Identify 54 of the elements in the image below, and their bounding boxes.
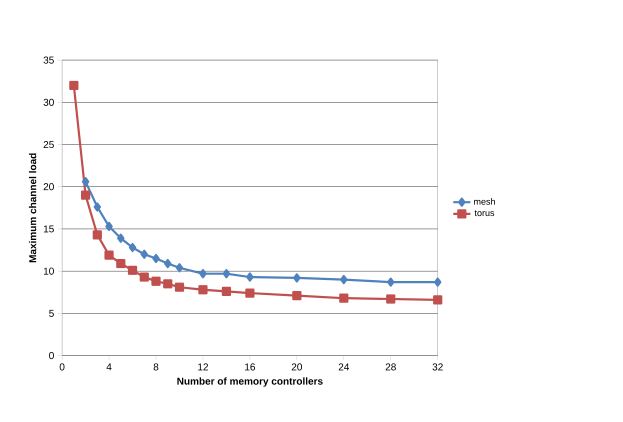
point [128, 266, 138, 276]
y-axis-title: Maximum channel load [28, 154, 36, 262]
x-tick-label: 4 [106, 364, 112, 370]
x-axis-title: Number of memory controllers [177, 378, 323, 387]
point [176, 263, 184, 273]
point [222, 269, 230, 278]
point [433, 295, 442, 305]
point [80, 190, 90, 200]
point [174, 282, 184, 292]
point [434, 278, 442, 287]
point [246, 272, 254, 282]
point [152, 254, 160, 264]
point [222, 286, 232, 296]
y-tick-label: 35 [44, 56, 54, 64]
y-tick-label: 10 [44, 268, 54, 275]
y-tick-label: 5 [49, 310, 54, 318]
y-tick-label: 20 [44, 183, 54, 190]
point [94, 202, 102, 212]
point [245, 288, 255, 298]
x-tick-label: 24 [338, 364, 350, 371]
point [199, 269, 207, 278]
point [198, 285, 208, 294]
legend-label: torus [474, 210, 494, 216]
point [117, 234, 125, 243]
x-tick-label: 16 [245, 364, 256, 371]
point [128, 243, 136, 252]
x-tick-label: 0 [60, 364, 64, 371]
point [140, 250, 148, 260]
y-tick-label: 0 [49, 352, 54, 360]
point [387, 278, 394, 287]
x-tick-label: 12 [198, 364, 208, 371]
legend-label: mesh [474, 198, 495, 205]
y-tick-label: 30 [44, 98, 54, 106]
y-tick-label: 25 [44, 141, 54, 148]
point [116, 259, 126, 268]
x-tick-label: 8 [154, 364, 158, 371]
point [104, 250, 114, 260]
x-tick-label: 32 [432, 364, 443, 371]
point [163, 279, 172, 289]
point [151, 276, 161, 286]
point [292, 291, 302, 300]
x-tick-label: 20 [292, 364, 302, 371]
point [92, 230, 102, 240]
point [164, 259, 172, 268]
point [69, 80, 78, 90]
point [340, 275, 348, 284]
point [293, 273, 301, 283]
y-tick-label: 15 [44, 226, 54, 233]
x-tick-label: 28 [386, 364, 396, 371]
point [105, 222, 113, 232]
point [140, 272, 149, 282]
point [339, 294, 348, 303]
point [386, 294, 396, 304]
point [82, 177, 90, 186]
